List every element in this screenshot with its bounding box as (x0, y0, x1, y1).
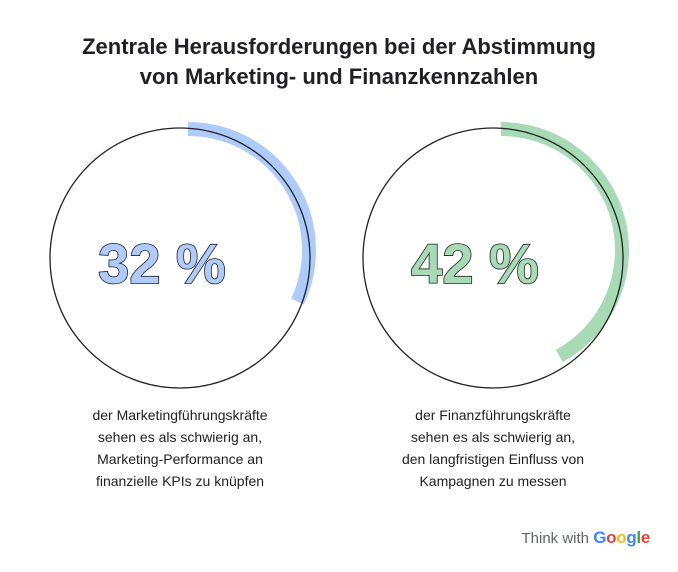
finance-caption-line: sehen es als schwierig an, (410, 429, 576, 445)
google-wordmark: Google (593, 528, 650, 547)
title-line-2: von Marketing- und Finanzkennzahlen (139, 64, 539, 89)
google-letter: G (593, 528, 607, 547)
think-with-google-logo: Think with Google (521, 528, 650, 548)
google-letter: o (616, 528, 627, 547)
finance-caption-line: der Finanzführungskräfte (415, 407, 571, 423)
brand-prefix: Think with (521, 530, 590, 547)
finance-percentage-label: 42 % (411, 232, 539, 295)
finance-percentage-arc (500, 122, 629, 363)
marketing-caption-line: der Marketingführungskräfte (92, 407, 268, 423)
finance-outline-circle (362, 127, 624, 389)
finance-ring-chart: 42 % (362, 122, 629, 389)
marketing-caption-line: sehen es als schwierig an, (97, 429, 263, 445)
finance-ring-svg: 42 % (362, 122, 629, 389)
finance-caption: der Finanzführungskräfte sehen es als sc… (363, 404, 623, 492)
chart-title: Zentrale Herausforderungen bei der Absti… (0, 32, 678, 92)
marketing-percentage-label: 32 % (98, 232, 226, 295)
marketing-caption-line: finanzielle KPIs zu knüpfen (95, 473, 265, 489)
google-letter: g (626, 528, 637, 547)
google-letter: e (640, 528, 650, 547)
marketing-ring-chart: 32 % (49, 122, 316, 389)
marketing-caption: der Marketingführungskräfte sehen es als… (50, 404, 310, 492)
title-line-1: Zentrale Herausforderungen bei der Absti… (82, 34, 596, 59)
marketing-percentage-arc (187, 122, 316, 305)
finance-caption-line: den langfristigen Einfluss von (401, 451, 585, 467)
google-letter: l (636, 528, 641, 547)
google-letter: o (606, 528, 617, 547)
marketing-outline-circle (49, 127, 311, 389)
finance-caption-line: Kampagnen zu messen (419, 473, 567, 489)
marketing-caption-line: Marketing-Performance an (97, 451, 263, 467)
marketing-ring-svg: 32 % (49, 122, 316, 389)
